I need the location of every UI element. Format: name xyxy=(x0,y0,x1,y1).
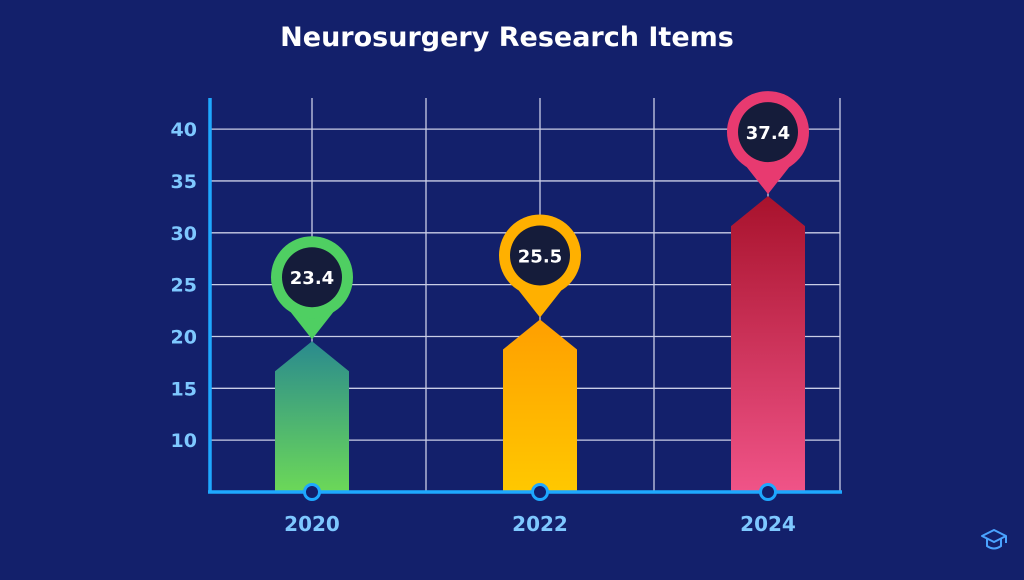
chart-title: Neurosurgery Research Items xyxy=(280,22,734,53)
y-tick-label: 25 xyxy=(171,275,197,297)
bar-2020 xyxy=(275,341,349,492)
y-tick-label: 20 xyxy=(171,326,197,348)
x-tick-label: 2024 xyxy=(740,512,796,536)
bar-2022 xyxy=(503,319,577,492)
graduation-cap-icon xyxy=(981,529,1007,550)
x-tick-label: 2022 xyxy=(512,512,568,536)
axis-labels: 10 15 20 25 30 35 40 2020 2022 2024 xyxy=(171,119,796,536)
x-axis-marker xyxy=(759,483,777,501)
value-label-2020: 23.4 xyxy=(290,268,334,289)
y-tick-label: 10 xyxy=(171,430,197,452)
axes xyxy=(208,98,842,501)
y-tick-label: 15 xyxy=(171,378,197,400)
value-marker-2022: 25.5 xyxy=(499,214,581,318)
value-marker-2020: 23.4 xyxy=(271,236,353,340)
y-tick-label: 35 xyxy=(171,171,197,193)
bars: 23.4 25.5 37.4 xyxy=(271,91,809,492)
x-axis-marker xyxy=(531,483,549,501)
x-axis-marker xyxy=(303,483,321,501)
value-label-2024: 37.4 xyxy=(746,123,790,144)
y-tick-label: 40 xyxy=(171,119,197,141)
bar-2024 xyxy=(731,196,805,492)
value-marker-2024: 37.4 xyxy=(727,91,809,195)
value-label-2022: 25.5 xyxy=(518,246,562,267)
y-tick-label: 30 xyxy=(171,223,197,245)
x-tick-label: 2020 xyxy=(284,512,340,536)
